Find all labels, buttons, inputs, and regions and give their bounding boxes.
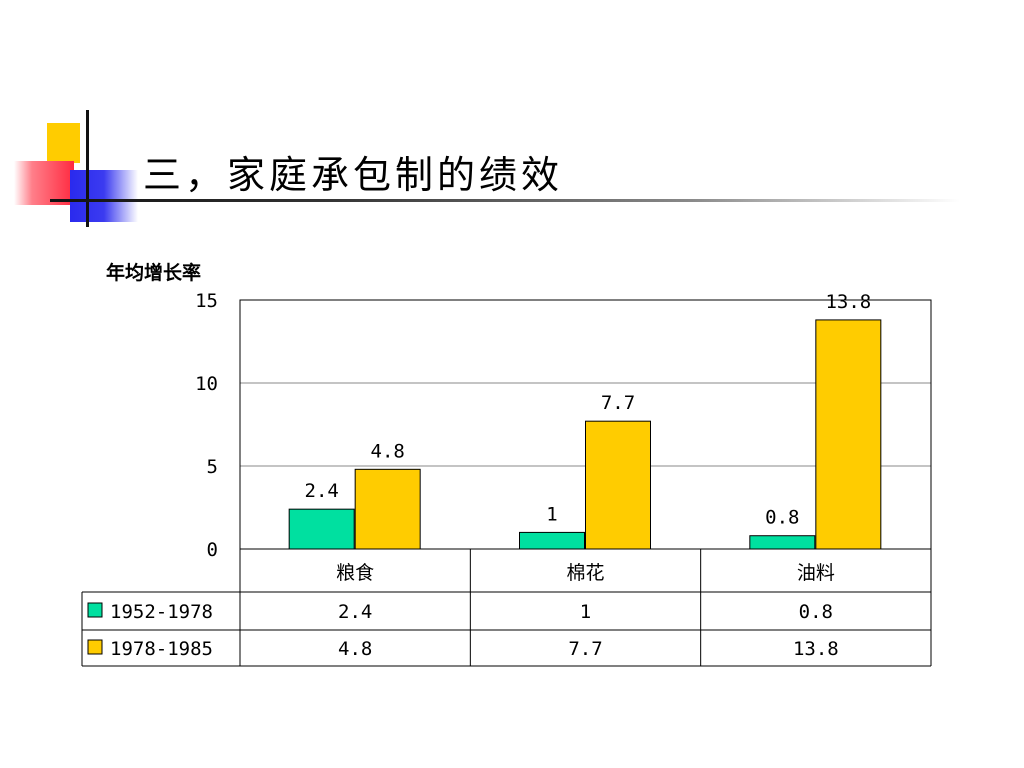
bar-series1 (519, 531, 585, 550)
decor-yellow-block (47, 123, 80, 163)
bar-series2 (354, 468, 421, 550)
table-cell-value: 1 (580, 601, 591, 623)
decor-blue-block (70, 170, 138, 222)
data-label: 2.4 (305, 480, 339, 502)
table-cell-value: 0.8 (799, 601, 833, 623)
bar-series1 (749, 535, 816, 550)
table-cell-value: 2.4 (338, 601, 372, 623)
decor-vertical-line (86, 110, 89, 227)
page-title: 三，家庭承包制的绩效 (143, 153, 564, 197)
y-tick-label: 0 (207, 539, 218, 561)
data-label: 7.7 (601, 392, 635, 414)
bar-series2 (585, 420, 651, 550)
legend-label: 1952-1978 (110, 601, 213, 623)
table-cell-value: 7.7 (568, 638, 602, 660)
legend-swatch-series1 (87, 602, 103, 618)
legend-swatch-series2 (87, 639, 103, 655)
bar-series1 (288, 508, 355, 550)
data-label: 1 (546, 503, 557, 525)
data-label: 0.8 (765, 507, 799, 529)
category-label: 粮食 (336, 562, 374, 584)
y-tick-label: 5 (207, 456, 218, 478)
category-label: 油料 (797, 562, 835, 584)
y-tick-label: 10 (195, 373, 218, 395)
category-label: 棉花 (566, 562, 604, 584)
table-cell-value: 4.8 (338, 638, 372, 660)
table-cell-value: 13.8 (793, 638, 839, 660)
y-axis-label: 年均增长率 (106, 261, 201, 284)
decor-red-block (14, 161, 74, 205)
bar-series2 (815, 319, 882, 550)
y-tick-label: 15 (195, 290, 218, 312)
data-label: 13.8 (825, 291, 871, 313)
title-underline (50, 199, 960, 202)
data-label: 4.8 (371, 440, 405, 462)
legend-label: 1978-1985 (110, 638, 213, 660)
